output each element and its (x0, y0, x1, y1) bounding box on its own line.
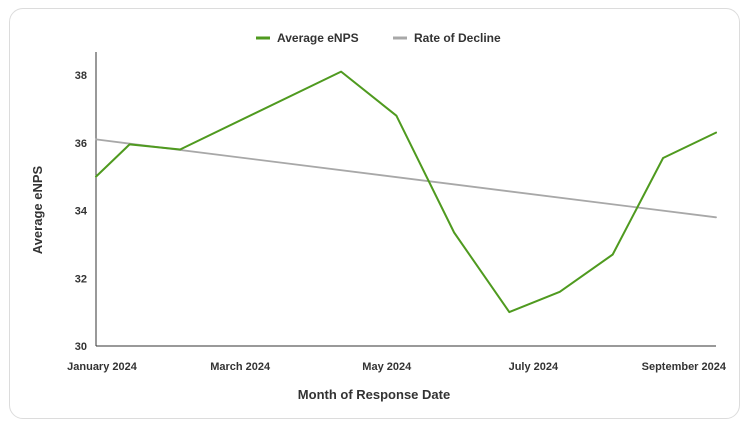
y-axis-title: Average eNPS (30, 165, 45, 254)
legend-item-average-enps: Average eNPS (256, 31, 359, 45)
legend: Average eNPS Rate of Decline (256, 31, 501, 45)
x-tick-label: July 2024 (509, 361, 559, 373)
series-lines (95, 70, 717, 314)
series-line-rate-of-decline (95, 138, 717, 219)
x-tick-label: September 2024 (642, 361, 727, 373)
y-axis-ticks: 30 32 34 36 38 (75, 70, 88, 353)
x-axis-title: Month of Response Date (298, 387, 450, 402)
x-axis-ticks: January 2024 March 2024 May 2024 July 2024 S… (67, 361, 727, 373)
y-tick-label: 36 (75, 138, 87, 150)
y-tick-label: 30 (75, 341, 87, 353)
chart-card (9, 8, 740, 419)
legend-label: Average eNPS (277, 31, 359, 45)
x-tick-label: January 2024 (67, 361, 138, 373)
series-line-average-enps (95, 70, 717, 314)
y-tick-label: 34 (75, 206, 88, 218)
x-tick-label: May 2024 (362, 361, 412, 373)
y-tick-label: 32 (75, 273, 87, 285)
legend-label: Rate of Decline (414, 31, 501, 45)
x-tick-label: March 2024 (210, 361, 271, 373)
legend-item-rate-of-decline: Rate of Decline (393, 31, 501, 45)
y-tick-label: 38 (75, 70, 87, 82)
